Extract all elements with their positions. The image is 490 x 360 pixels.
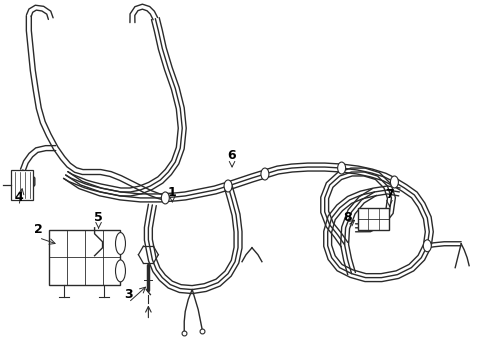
Ellipse shape (391, 176, 398, 188)
Bar (49, 230, 121, 285)
Ellipse shape (261, 168, 269, 180)
Text: 7: 7 (385, 188, 394, 202)
Text: 2: 2 (34, 223, 43, 236)
Bar (11, 170, 33, 200)
Ellipse shape (338, 162, 345, 174)
Ellipse shape (116, 260, 125, 282)
Text: 8: 8 (343, 211, 352, 224)
Text: 5: 5 (94, 211, 103, 224)
Ellipse shape (423, 240, 431, 252)
Bar (358, 208, 390, 230)
Text: 4: 4 (15, 192, 23, 204)
Ellipse shape (224, 180, 232, 192)
Text: 1: 1 (168, 186, 177, 199)
Ellipse shape (161, 192, 169, 204)
Text: 3: 3 (124, 288, 133, 301)
Ellipse shape (116, 233, 125, 255)
Text: 6: 6 (228, 149, 236, 162)
